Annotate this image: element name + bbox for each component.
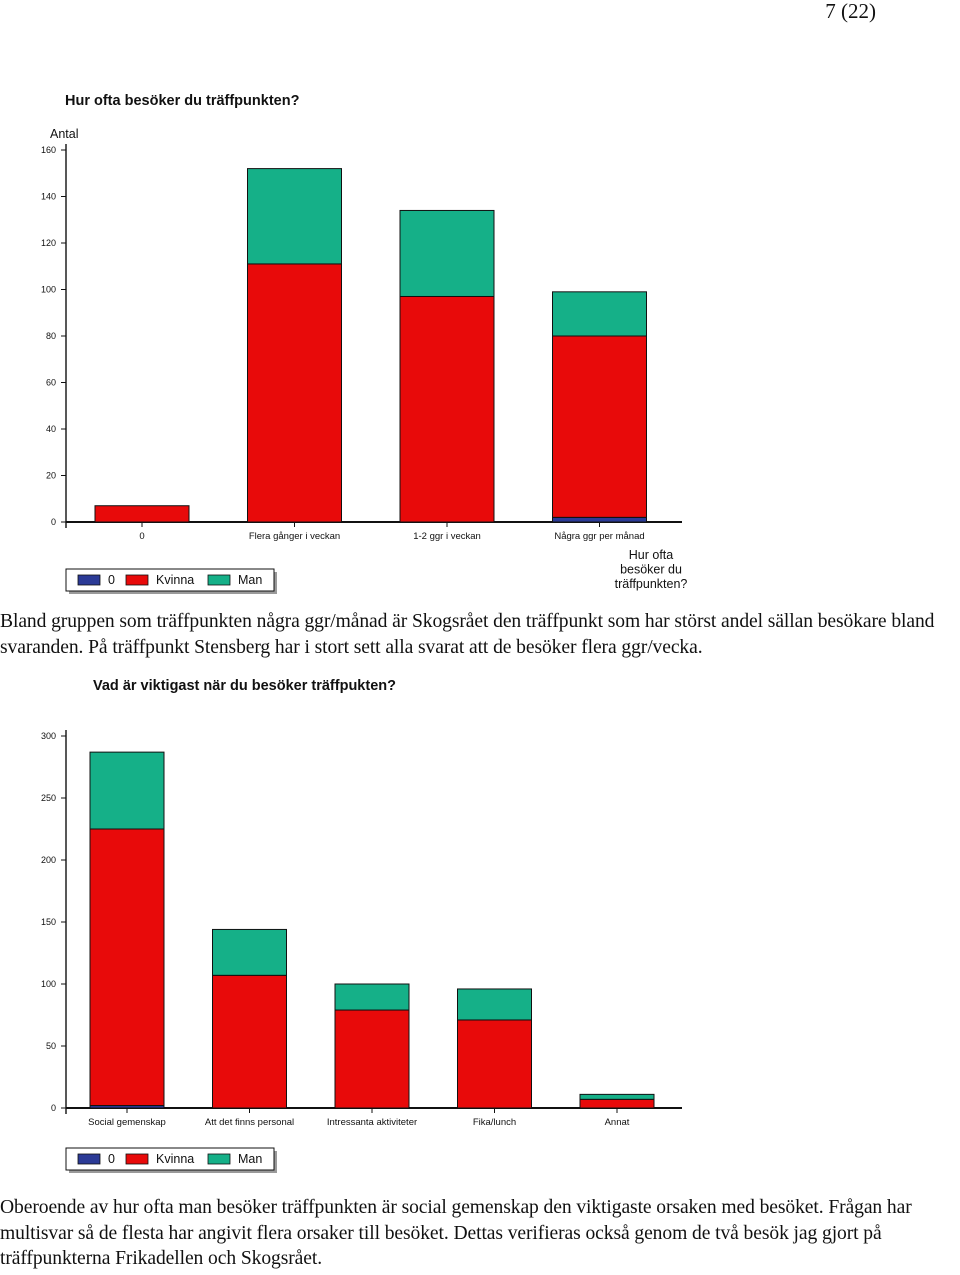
x-category-label: Fika/lunch <box>473 1117 516 1128</box>
y-tick-label: 80 <box>46 331 56 341</box>
chart-most-important: Vad är viktigast när du besöker träffpuk… <box>41 678 682 1173</box>
bar-1-2-ggr-i-veckan-kvinna <box>399 295 495 523</box>
paragraph-visit-frequency: Bland gruppen som träffpunkten några ggr… <box>0 611 935 658</box>
bar-n-gra-ggr-per-m-nad-0 <box>552 516 647 523</box>
x-category-label: Några ggr per månad <box>554 531 644 542</box>
bar-social-gemenskap-man <box>89 751 165 830</box>
x-category-label: Flera gånger i veckan <box>249 531 340 542</box>
bar-annat-man <box>579 1093 655 1100</box>
x-category-label: Intressanta aktiviteter <box>327 1117 417 1128</box>
y-tick-label: 0 <box>51 1103 56 1113</box>
x-category-label: Att det finns personal <box>205 1117 294 1128</box>
y-tick-label: 20 <box>46 471 56 481</box>
x-category-label: 1-2 ggr i veckan <box>413 531 481 542</box>
bar-intressanta-aktiviteter-kvinna <box>334 1009 410 1109</box>
x-axis-title: Hur ofta besöker du träffpunkten? <box>615 548 688 591</box>
y-tick-label: 100 <box>41 285 56 295</box>
x-category-label: Annat <box>605 1117 630 1128</box>
bar-flera-g-nger-i-veckan-man <box>247 168 342 265</box>
y-tick-label: 160 <box>41 145 56 155</box>
y-tick-label: 250 <box>41 793 56 803</box>
x-axis-title-line: Hur ofta <box>629 548 674 562</box>
y-tick-label: 50 <box>46 1041 56 1051</box>
paragraph-most-important: Oberoende av hur ofta man besöker träffp… <box>0 1197 912 1269</box>
bar-fika-lunch-kvinna <box>457 1019 532 1109</box>
legend-box <box>65 568 275 592</box>
x-category-label: Social gemenskap <box>88 1117 166 1128</box>
x-category-label: 0 <box>139 531 144 542</box>
y-tick-label: 140 <box>41 192 56 202</box>
bar-flera-g-nger-i-veckan-kvinna <box>247 263 342 523</box>
legend-swatch-0 <box>77 574 101 586</box>
legend-label-0: 0 <box>108 1152 115 1166</box>
bar-1-2-ggr-i-veckan-man <box>399 209 495 297</box>
legend-label-0: 0 <box>108 573 115 587</box>
y-tick-label: 60 <box>46 378 56 388</box>
page-number: 7 (22) <box>825 0 876 23</box>
bar-fika-lunch-man <box>457 988 532 1021</box>
legend-swatch-kvinna <box>125 1153 149 1165</box>
bar-annat-kvinna <box>579 1098 655 1109</box>
bar-att-det-finns-personal-man <box>212 928 287 976</box>
bar-intressanta-aktiviteter-man <box>334 983 410 1011</box>
y-tick-label: 0 <box>51 517 56 527</box>
legend-swatch-man <box>207 574 231 586</box>
y-tick-label: 120 <box>41 238 56 248</box>
chart-title: Hur ofta besöker du träffpunkten? <box>65 93 300 109</box>
bar-n-gra-ggr-per-m-nad-man <box>552 291 647 337</box>
y-tick-label: 100 <box>41 979 56 989</box>
y-tick-label: 200 <box>41 855 56 865</box>
legend-label-man: Man <box>238 573 262 587</box>
legend-swatch-0 <box>77 1153 101 1165</box>
chart-visit-frequency: Hur ofta besöker du träffpunkten? Antal 0 2… <box>41 93 688 594</box>
legend-swatch-kvinna <box>125 574 149 586</box>
y-tick-label: 300 <box>41 731 56 741</box>
legend-label-man: Man <box>238 1152 262 1166</box>
bar-social-gemenskap-kvinna <box>89 828 165 1107</box>
legend: 0 Kvinna Man <box>65 1147 277 1173</box>
legend-swatch-man <box>207 1153 231 1165</box>
x-axis-title-line: träffpunkten? <box>615 577 688 591</box>
legend-label-kvinna: Kvinna <box>156 1152 194 1166</box>
y-axis-title: Antal <box>50 127 79 141</box>
x-axis-title-line: besöker du <box>620 563 682 577</box>
bar-n-gra-ggr-per-m-nad-kvinna <box>552 335 647 518</box>
legend-label-kvinna: Kvinna <box>156 573 194 587</box>
chart-title: Vad är viktigast när du besöker träffpuk… <box>93 678 396 694</box>
legend: 0 Kvinna Man <box>65 568 277 594</box>
y-tick-label: 150 <box>41 917 56 927</box>
y-tick-label: 40 <box>46 424 56 434</box>
bar-0-kvinna <box>94 505 190 523</box>
bar-att-det-finns-personal-kvinna <box>212 974 287 1109</box>
legend-box <box>65 1147 275 1171</box>
